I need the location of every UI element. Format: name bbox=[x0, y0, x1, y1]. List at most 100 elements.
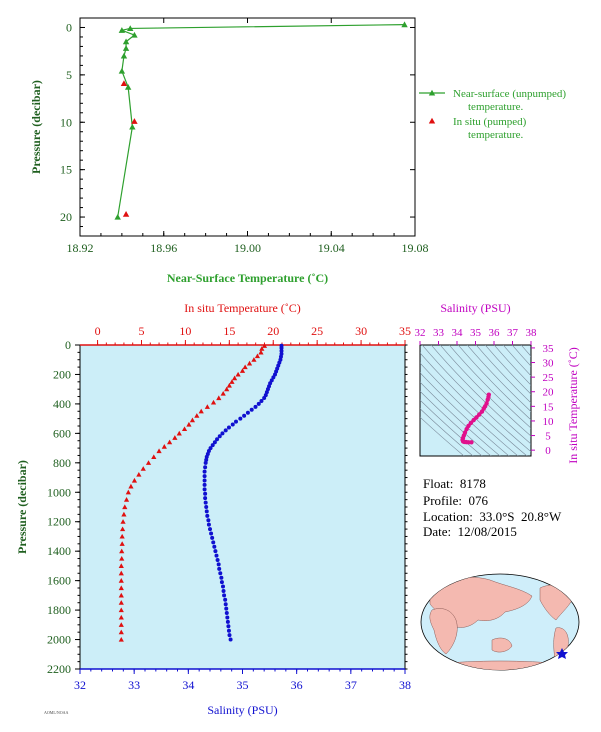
salinity-point bbox=[279, 348, 284, 353]
near-surface-temperature-point bbox=[118, 67, 126, 74]
near-surface-temperature-point bbox=[401, 21, 408, 28]
salinity-point bbox=[262, 396, 267, 401]
temperature-point bbox=[118, 614, 124, 620]
salinity-point bbox=[226, 624, 231, 629]
temperature-point bbox=[176, 430, 182, 436]
density-contour-line bbox=[420, 416, 465, 456]
top-x-tick-label: 0 bbox=[95, 324, 101, 338]
salinity-point bbox=[223, 597, 228, 602]
ts-point bbox=[474, 415, 479, 420]
density-contour-line bbox=[502, 345, 531, 377]
temperature-point bbox=[186, 421, 192, 427]
salinity-point bbox=[224, 611, 229, 616]
y-tick-label: 400 bbox=[53, 397, 71, 411]
density-contour-line bbox=[420, 408, 474, 456]
ts-y-tick-label: 10 bbox=[543, 416, 555, 428]
ts-point bbox=[468, 420, 474, 426]
near-surface-plot-frame bbox=[79, 17, 416, 237]
ts-point bbox=[479, 409, 485, 414]
legend-label-near-surface: temperature. bbox=[468, 101, 524, 113]
salinity-point bbox=[238, 416, 243, 421]
salinity-point bbox=[208, 446, 213, 451]
salinity-point bbox=[214, 553, 219, 558]
legend-marker-near-surface bbox=[428, 89, 436, 96]
temperature-point bbox=[224, 386, 230, 392]
pumped-temperature-point bbox=[120, 80, 128, 86]
top-x-tick-label: 25 bbox=[311, 324, 323, 338]
salinity-point bbox=[263, 393, 268, 398]
salinity-point bbox=[204, 505, 209, 509]
salinity-point bbox=[211, 540, 216, 545]
temperature-point bbox=[131, 477, 138, 483]
ts-x-tick-label: 33 bbox=[433, 327, 445, 339]
density-contour-line bbox=[511, 345, 531, 367]
salinity-point bbox=[234, 419, 238, 424]
salinity-point bbox=[203, 465, 208, 470]
salinity-point bbox=[206, 522, 211, 527]
y-tick-label: 5 bbox=[66, 68, 72, 82]
temperature-point bbox=[118, 578, 124, 583]
ts-x-tick-label: 35 bbox=[470, 327, 482, 339]
salinity-point bbox=[202, 487, 207, 492]
ts-y-tick-label: 35 bbox=[543, 343, 555, 355]
temperature-point bbox=[145, 460, 152, 465]
landmass-australia bbox=[491, 637, 513, 653]
density-contour-line bbox=[520, 345, 531, 357]
temperature-point bbox=[261, 343, 268, 348]
temperature-point bbox=[231, 375, 238, 381]
legend-label-pumped: temperature. bbox=[468, 129, 524, 141]
ts-y-tick-label: 25 bbox=[543, 372, 555, 384]
ts-y-axis-label: In situ Temperature (˚C) bbox=[566, 347, 580, 464]
top-x-tick-label: 5 bbox=[138, 324, 144, 338]
salinity-point bbox=[213, 549, 218, 554]
temperature-point bbox=[118, 607, 124, 613]
ts-x-tick-label: 32 bbox=[415, 327, 426, 339]
salinity-point bbox=[253, 404, 258, 409]
salinity-point bbox=[203, 491, 208, 496]
salinity-point bbox=[210, 535, 215, 540]
near-surface-temperature-point bbox=[122, 45, 130, 51]
near-surface-temperature-point bbox=[131, 31, 138, 38]
temperature-point bbox=[118, 563, 124, 568]
x-tick-label: 19.00 bbox=[234, 241, 261, 255]
temperature-point bbox=[119, 548, 125, 554]
salinity-point bbox=[242, 413, 247, 418]
profile-chart: 0 5 10 15 20 25 30 35 In situ Temperature (˚C) 32… bbox=[15, 301, 411, 717]
temperature-point bbox=[118, 636, 124, 642]
ts-x-tick-label: 38 bbox=[526, 327, 538, 339]
temperature-point bbox=[220, 391, 226, 396]
temperature-point bbox=[118, 600, 124, 605]
salinity-point bbox=[225, 619, 230, 624]
salinity-point bbox=[259, 398, 264, 403]
top-x-tick-label: 35 bbox=[399, 324, 411, 338]
salinity-point bbox=[273, 372, 277, 377]
temperature-point bbox=[140, 466, 146, 471]
salinity-point bbox=[220, 431, 225, 436]
temperature-point bbox=[118, 570, 124, 576]
x-tick-label: 19.08 bbox=[402, 241, 429, 255]
profile-top-axis-label: In situ Temperature (˚C) bbox=[184, 301, 301, 315]
near-surface-temperature-point bbox=[127, 25, 134, 31]
map-land bbox=[429, 577, 575, 670]
salinity-point bbox=[204, 509, 209, 514]
temperature-point bbox=[181, 426, 188, 432]
y-tick-label: 20 bbox=[60, 210, 72, 224]
bottom-x-tick-label: 33 bbox=[128, 678, 140, 692]
temperature-point bbox=[156, 448, 162, 454]
ts-y-tick-label: 15 bbox=[543, 401, 555, 413]
salinity-point bbox=[205, 513, 210, 518]
float-id-label: Float: 8178 bbox=[423, 476, 486, 491]
temperature-point bbox=[254, 353, 261, 359]
top-x-tick-label: 20 bbox=[267, 324, 279, 338]
top-x-tick-label: 15 bbox=[223, 324, 235, 338]
landmass-antarctica bbox=[439, 660, 561, 670]
ts-point bbox=[466, 423, 471, 429]
salinity-point bbox=[279, 345, 284, 350]
near-surface-temperature-point bbox=[120, 52, 128, 59]
temperature-point bbox=[118, 622, 124, 627]
temperature-point bbox=[161, 444, 167, 449]
bottom-x-tick-label: 38 bbox=[399, 678, 411, 692]
temperature-point bbox=[151, 454, 157, 460]
density-contour-line bbox=[484, 345, 531, 395]
